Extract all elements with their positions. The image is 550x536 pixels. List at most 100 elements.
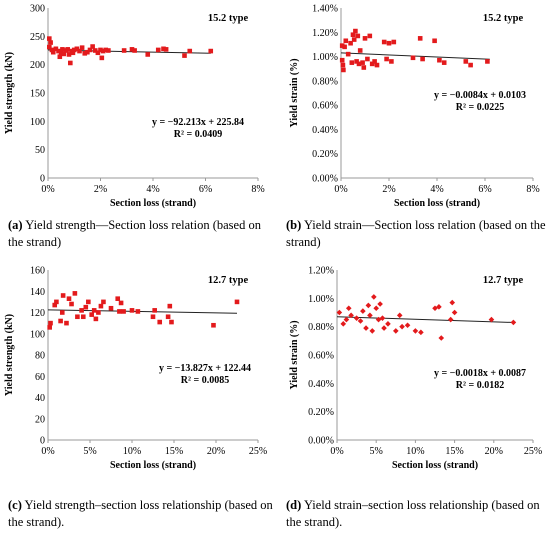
b-equation: y = −0.0084x + 0.0103 bbox=[434, 90, 526, 101]
c-data-point bbox=[108, 305, 114, 311]
b-data-point bbox=[361, 65, 367, 70]
chart-b: 0.00% 0.20% 0.40% 0.60% 0.80% 1.00% 1.20% 1.40%… bbox=[289, 4, 540, 210]
d-data-point bbox=[393, 328, 399, 334]
b-y-tick-label: 0.40% bbox=[312, 125, 338, 136]
c-data-point bbox=[93, 316, 99, 322]
b-data-point bbox=[340, 62, 346, 68]
c-x-tick-label: 5% bbox=[83, 446, 96, 457]
b-data-point bbox=[369, 61, 375, 67]
a-data-point bbox=[47, 36, 52, 41]
b-data-point bbox=[384, 56, 389, 62]
c-y-tick-label: 60 bbox=[35, 372, 45, 383]
caption-c-letter: (c) bbox=[8, 498, 22, 512]
d-data-point bbox=[381, 325, 387, 331]
c-data-point bbox=[79, 308, 84, 313]
c-data-point bbox=[89, 312, 94, 317]
d-data-point bbox=[418, 329, 424, 336]
a-data-point bbox=[57, 54, 63, 60]
c-data-point bbox=[75, 314, 80, 320]
b-data-point bbox=[360, 60, 365, 65]
d-r-squared: R² = 0.0182 bbox=[456, 380, 504, 391]
a-y-tick-label: 200 bbox=[30, 60, 45, 71]
a-x-tick-label: 8% bbox=[251, 184, 264, 195]
c-y-tick-label: 80 bbox=[35, 351, 45, 362]
c-equation: y = −13.827x + 122.44 bbox=[159, 363, 251, 374]
a-r-squared: R² = 0.0409 bbox=[174, 129, 222, 140]
b-data-point bbox=[345, 51, 351, 57]
b-data-point bbox=[339, 57, 345, 63]
a-data-point bbox=[182, 53, 187, 58]
c-y-tick-label: 120 bbox=[30, 308, 45, 319]
b-data-point bbox=[357, 48, 363, 53]
a-data-point bbox=[71, 47, 77, 53]
a-data-point bbox=[48, 40, 53, 45]
d-x-tick-label: 5% bbox=[370, 446, 383, 457]
b-data-point bbox=[343, 38, 349, 44]
d-data-point bbox=[357, 318, 364, 324]
a-data-point bbox=[79, 45, 85, 50]
a-data-point bbox=[50, 49, 56, 55]
b-y-tick-label: 0.00% bbox=[312, 174, 338, 185]
a-data-point bbox=[100, 48, 106, 54]
caption-d-letter: (d) bbox=[286, 498, 302, 512]
a-y-axis-label: Yield strength (kN) bbox=[4, 52, 15, 134]
c-x-tick-label: 15% bbox=[165, 446, 183, 457]
c-data-point bbox=[152, 308, 157, 313]
a-y-tick-label: 50 bbox=[35, 145, 45, 156]
b-data-point bbox=[348, 40, 353, 46]
caption-c-text: Yield strength–section loss relationship… bbox=[8, 498, 273, 529]
c-data-point bbox=[60, 293, 66, 298]
d-data-point bbox=[345, 305, 352, 312]
c-data-point bbox=[66, 296, 72, 301]
d-data-point bbox=[371, 294, 377, 300]
b-data-point bbox=[365, 56, 370, 62]
c-data-point bbox=[121, 309, 126, 314]
chart-panel-d: 0.00% 0.20% 0.40% 0.60% 0.80% 1.00% 1.20% 0% 5% 1… bbox=[275, 262, 550, 502]
a-x-tick-label: 6% bbox=[199, 184, 212, 195]
d-data-point bbox=[412, 328, 419, 334]
c-data-point bbox=[80, 314, 86, 320]
a-data-point bbox=[155, 47, 161, 53]
a-x-tick-label: 0% bbox=[41, 184, 54, 195]
d-data-point bbox=[436, 304, 442, 310]
b-data-point bbox=[389, 59, 394, 64]
d-x-tick-label: 15% bbox=[445, 446, 463, 457]
c-data-point bbox=[115, 296, 121, 301]
a-data-point bbox=[132, 48, 137, 53]
d-data-point bbox=[343, 316, 350, 323]
d-y-tick-label: 0.00% bbox=[308, 436, 334, 447]
d-data-point bbox=[447, 316, 454, 323]
b-r-squared: R² = 0.0225 bbox=[456, 102, 504, 113]
b-data-point bbox=[372, 59, 377, 64]
a-x-tick-label: 2% bbox=[94, 184, 107, 195]
b-data-point bbox=[386, 40, 392, 46]
c-x-tick-label: 20% bbox=[207, 446, 225, 457]
c-data-point bbox=[211, 322, 216, 328]
d-type-label: 12.7 type bbox=[483, 275, 524, 286]
d-data-point bbox=[510, 319, 517, 326]
a-y-tick-label: 300 bbox=[30, 4, 45, 15]
c-data-point bbox=[52, 302, 58, 308]
a-data-point bbox=[61, 51, 67, 57]
a-data-point bbox=[161, 46, 166, 52]
chart-panel-c: 0 20 40 60 80 100 120 140 160 0% 5% 10% 15% 20% 25% Sec… bbox=[0, 262, 275, 502]
b-data-point bbox=[391, 39, 397, 45]
c-data-point bbox=[72, 291, 78, 296]
c-trend-line bbox=[47, 309, 238, 314]
b-y-tick-label: 1.40% bbox=[312, 4, 338, 15]
c-data-point bbox=[86, 299, 91, 305]
a-data-point bbox=[121, 48, 127, 53]
c-data-point bbox=[69, 301, 74, 307]
d-data-point bbox=[451, 309, 458, 316]
a-data-point bbox=[106, 48, 111, 53]
c-data-point bbox=[118, 300, 124, 306]
c-data-point bbox=[59, 310, 65, 315]
d-data-point bbox=[363, 325, 369, 331]
d-x-tick-label: 0% bbox=[330, 446, 343, 457]
b-data-point bbox=[362, 36, 368, 41]
d-y-tick-label: 0.20% bbox=[308, 407, 334, 418]
b-data-point bbox=[354, 59, 359, 64]
a-data-point bbox=[87, 47, 93, 53]
a-type-label: 15.2 type bbox=[208, 13, 249, 24]
b-y-axis-label: Yield strain (%) bbox=[289, 58, 300, 127]
